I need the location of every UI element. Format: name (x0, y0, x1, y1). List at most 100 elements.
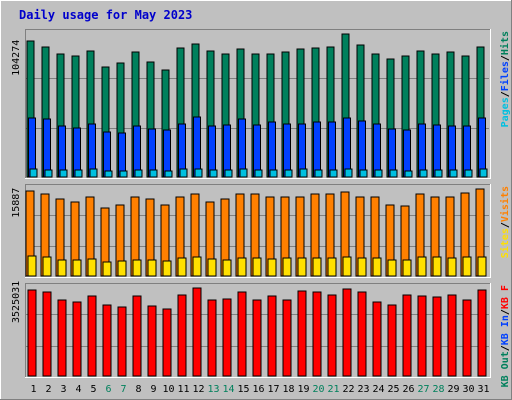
bar-sites-day-21 (327, 257, 337, 277)
bar-sites-day-20 (312, 257, 322, 277)
bar-files-day-18 (283, 123, 291, 178)
bar-pages-day-17 (269, 169, 278, 178)
bar-sites-day-11 (177, 257, 187, 277)
bar-files-day-7 (118, 132, 126, 178)
bar-kb-f-day-23 (357, 291, 367, 377)
bar-kb-f-day-5 (87, 295, 97, 377)
panel-bottom (25, 283, 491, 378)
legend-item-kb-f: KB F (500, 285, 511, 309)
bar-sites-day-9 (147, 259, 157, 277)
bar-kb-f-day-10 (162, 308, 172, 377)
bar-pages-day-3 (59, 169, 68, 178)
day-label-28: 28 (432, 384, 444, 395)
day-label-2: 2 (45, 384, 51, 395)
bar-sites-day-19 (297, 257, 307, 277)
bar-files-day-2 (43, 118, 51, 178)
day-label-24: 24 (372, 384, 384, 395)
bar-sites-day-10 (162, 260, 172, 277)
bar-sites-day-7 (117, 260, 127, 277)
bar-sites-day-29 (447, 257, 457, 277)
bar-sites-day-28 (432, 256, 442, 277)
bar-files-day-17 (268, 121, 276, 178)
bar-pages-day-1 (29, 168, 38, 178)
day-label-9: 9 (150, 384, 156, 395)
bar-files-day-23 (358, 120, 366, 178)
day-label-11: 11 (177, 384, 189, 395)
bar-files-day-6 (103, 131, 111, 178)
bar-kb-f-day-29 (447, 294, 457, 377)
bar-pages-day-30 (464, 169, 473, 178)
legend-item-hits: Hits (499, 31, 511, 55)
day-label-13: 13 (207, 384, 219, 395)
bar-pages-day-25 (389, 169, 398, 178)
bar-files-day-27 (418, 123, 426, 178)
bar-sites-day-5 (87, 258, 97, 277)
legend-middle: Sites/Visits (499, 186, 511, 258)
bar-sites-day-4 (72, 259, 82, 277)
bar-sites-day-3 (57, 259, 67, 277)
bar-pages-day-29 (449, 169, 458, 178)
bar-sites-day-23 (357, 257, 367, 277)
bar-sites-day-16 (252, 257, 262, 277)
bar-pages-day-23 (359, 169, 368, 178)
day-label-31: 31 (477, 384, 489, 395)
bar-pages-day-19 (299, 168, 308, 178)
legend-separator: / (500, 309, 511, 315)
legend-separator: / (500, 222, 511, 228)
bar-pages-day-18 (284, 169, 293, 178)
bar-files-day-29 (448, 125, 456, 178)
day-label-23: 23 (357, 384, 369, 395)
legend-separator: / (500, 345, 511, 351)
bar-kb-f-day-14 (222, 298, 232, 377)
bar-kb-f-day-2 (42, 291, 52, 377)
bar-pages-day-6 (104, 170, 113, 178)
legend-item-kb-in: KB In (500, 315, 511, 345)
bar-kb-f-day-3 (57, 299, 67, 377)
bar-kb-f-day-6 (102, 304, 112, 377)
day-label-26: 26 (402, 384, 414, 395)
bar-files-day-15 (238, 118, 246, 178)
day-label-6: 6 (105, 384, 111, 395)
day-label-27: 27 (417, 384, 429, 395)
bar-files-day-24 (373, 123, 381, 178)
bar-kb-f-day-26 (402, 294, 412, 377)
bar-kb-f-day-27 (417, 295, 427, 377)
bar-pages-day-5 (89, 168, 98, 178)
bar-sites-day-12 (192, 256, 202, 277)
bar-kb-f-day-20 (312, 291, 322, 377)
bar-pages-day-12 (194, 168, 203, 178)
legend-item-visits: Visits (499, 186, 511, 222)
bar-pages-day-28 (434, 169, 443, 178)
bar-sites-day-1 (27, 255, 37, 277)
bar-pages-day-20 (314, 169, 323, 178)
day-label-22: 22 (342, 384, 354, 395)
bar-pages-day-14 (224, 169, 233, 178)
bar-pages-day-9 (149, 169, 158, 178)
bar-kb-f-day-24 (372, 301, 382, 377)
y-max-label-top: 104274 (11, 40, 22, 76)
bar-files-day-31 (478, 117, 486, 178)
bar-sites-day-6 (102, 261, 112, 277)
day-label-3: 3 (60, 384, 66, 395)
bar-kb-f-day-7 (117, 306, 127, 377)
bar-kb-f-day-22 (342, 288, 352, 377)
bar-files-day-10 (163, 129, 171, 178)
bar-files-day-20 (313, 121, 321, 178)
bar-pages-day-27 (419, 169, 428, 178)
bar-kb-f-day-19 (297, 290, 307, 377)
bar-sites-day-18 (282, 257, 292, 277)
panel-top (25, 29, 491, 179)
bar-kb-f-day-31 (477, 289, 487, 377)
bar-pages-day-26 (404, 170, 413, 178)
day-label-12: 12 (192, 384, 204, 395)
day-label-17: 17 (267, 384, 279, 395)
bar-files-day-22 (343, 117, 351, 178)
bar-sites-day-14 (222, 259, 232, 277)
day-label-4: 4 (75, 384, 81, 395)
bar-kb-f-day-4 (72, 301, 82, 377)
bar-kb-f-day-16 (252, 299, 262, 377)
bar-sites-day-26 (402, 259, 412, 277)
bar-files-day-26 (403, 129, 411, 178)
bar-kb-f-day-13 (207, 299, 217, 377)
